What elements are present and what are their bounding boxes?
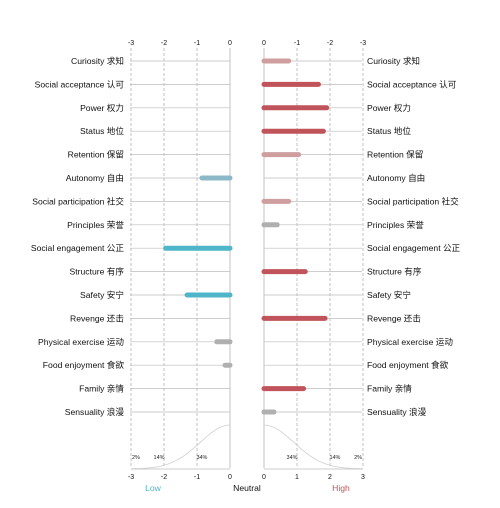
right-distribution-percent: 34% [287,455,298,461]
row-label-right: Principles 荣誉 [367,219,424,230]
row-label-left: Safety 安宁 [80,289,124,300]
row-label-left: Status 地位 [80,125,124,136]
row-label-left: Power 权力 [80,102,124,113]
row-label-left: Food enjoyment 食欲 [43,359,125,370]
left-bottom-tick-label: 0 [228,474,232,481]
footer-high-label: High [332,483,350,493]
row-label-left: Revenge 还击 [70,312,124,323]
right-distribution-percent: 14% [329,455,340,461]
left-top-tick-label: -3 [128,40,134,47]
row-label-left: Family 亲情 [79,383,124,394]
row-label-left: Social participation 社交 [32,195,124,206]
left-top-tick-label: -1 [194,40,200,47]
left-bottom-tick-label: -3 [128,474,134,481]
row-label-left: Principles 荣誉 [67,219,124,230]
footer-low-label: Low [145,483,162,493]
row-label-left: Sensuality 浪漫 [65,406,125,417]
row-label-left: Autonomy 自由 [66,172,124,183]
row-label-right: Food enjoyment 食欲 [367,359,449,370]
left-distribution-curve [131,424,231,470]
right-bottom-tick-label: 2 [328,474,332,481]
row-label-right: Curiosity 求知 [367,55,420,66]
left-top-tick-label: -2 [161,40,167,47]
right-bottom-tick-label: 1 [295,474,299,481]
right-distribution-curve [263,424,363,470]
right-bottom-tick-label: 0 [262,474,266,481]
row-label-right: Social engagement 公正 [367,243,461,253]
row-label-right: Autonomy 自由 [367,172,425,183]
row-label-right: Sensuality 浪漫 [367,406,427,417]
row-label-right: Status 地位 [367,125,411,136]
row-label-left: Social engagement 公正 [31,243,125,253]
right-top-tick-label: 0 [262,40,266,47]
row-label-right: Safety 安宁 [367,289,411,300]
row-label-left: Physical exercise 运动 [38,337,124,347]
row-label-right: Structure 有序 [367,266,422,277]
right-top-tick-label: -1 [294,40,300,47]
right-distribution-percent: 2% [354,455,362,461]
left-distribution-percent: 14% [154,455,165,461]
row-label-left: Curiosity 求知 [71,55,124,66]
right-bottom-tick-label: 3 [361,474,365,481]
row-label-left: Social acceptance 认可 [35,78,125,89]
row-label-right: Revenge 还击 [367,312,421,323]
row-label-right: Social acceptance 认可 [367,78,457,89]
row-label-right: Power 权力 [367,102,411,113]
left-bottom-tick-label: -1 [194,474,200,481]
left-bottom-tick-label: -2 [161,474,167,481]
row-label-right: Physical exercise 运动 [367,337,453,347]
left-top-tick-label: 0 [228,40,232,47]
row-label-right: Family 亲情 [367,383,412,394]
right-top-tick-label: -3 [360,40,366,47]
left-distribution-percent: 2% [132,455,140,461]
row-label-right: Retention 保留 [367,149,423,160]
footer-neutral-label: Neutral [233,483,261,493]
left-distribution-percent: 34% [196,455,207,461]
row-label-left: Retention 保留 [68,149,124,160]
row-label-right: Social participation 社交 [367,195,459,206]
right-top-tick-label: -2 [327,40,333,47]
row-label-left: Structure 有序 [70,266,125,277]
